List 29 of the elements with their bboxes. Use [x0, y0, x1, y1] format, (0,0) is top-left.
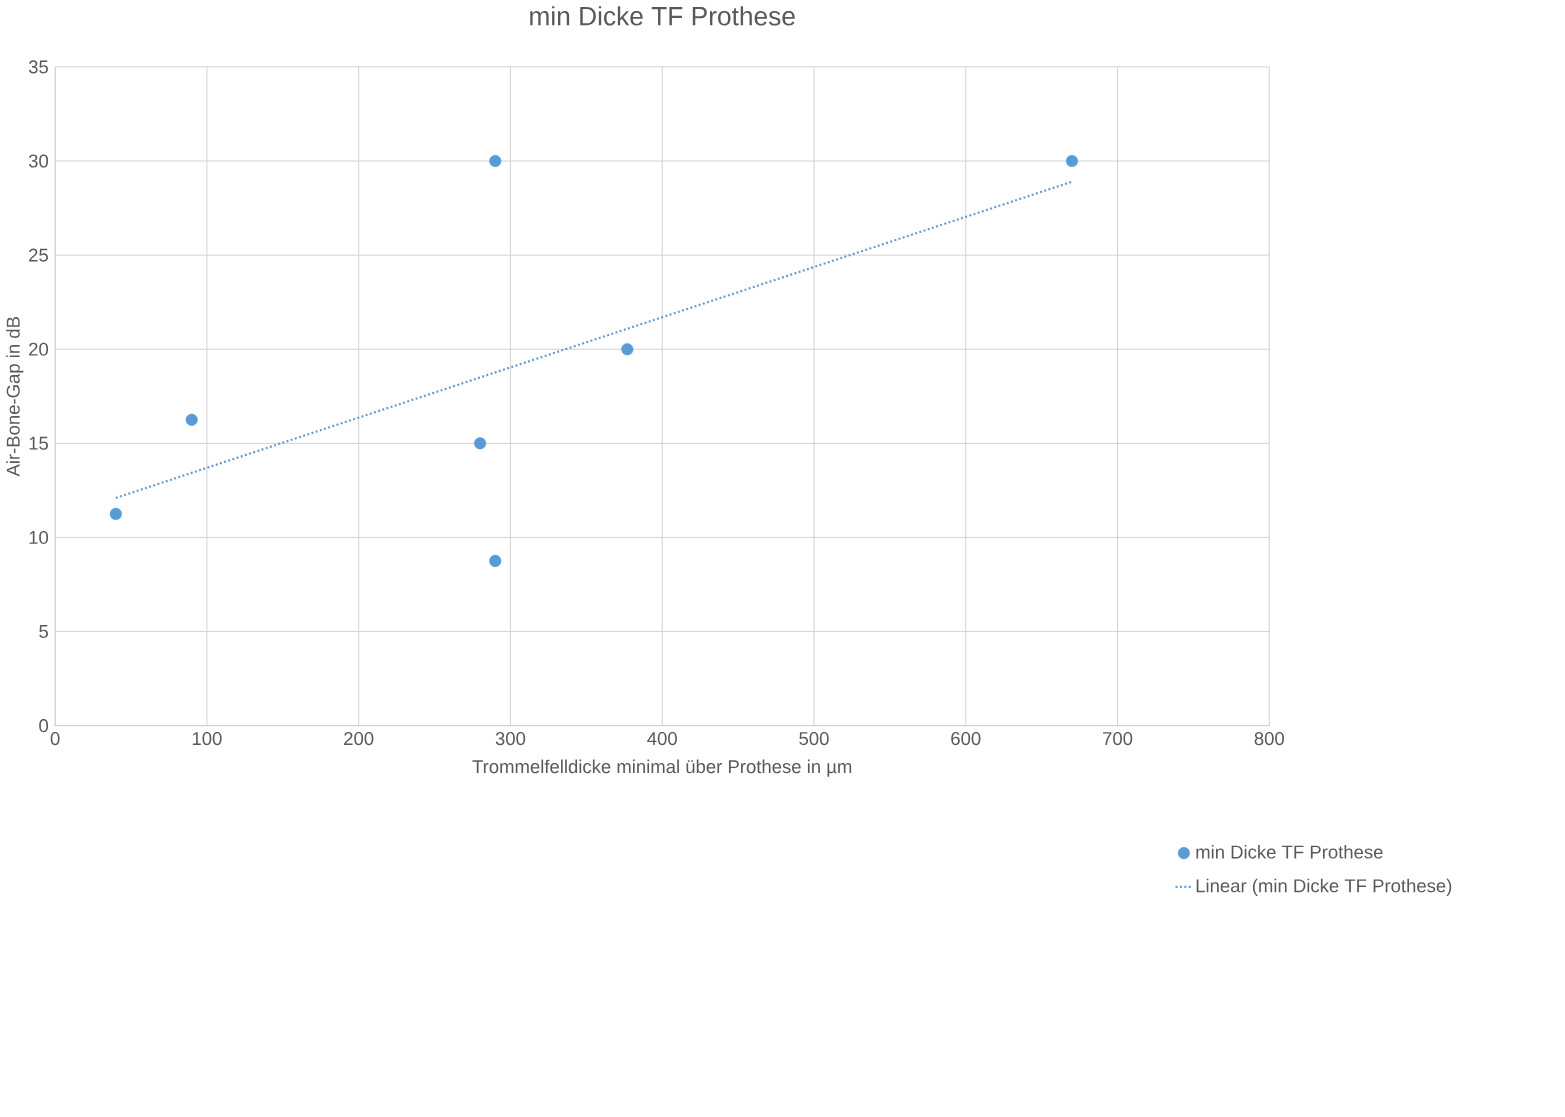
y-tick-label: 0: [39, 719, 49, 733]
y-tick-label: 35: [28, 60, 48, 74]
x-tick-label: 300: [495, 731, 526, 746]
x-axis-title: Trommelfelldicke minimal über Prothese in µm: [472, 759, 852, 777]
point: [489, 554, 502, 567]
x-tick-label: 0: [50, 731, 60, 746]
x-tick-label: 600: [951, 731, 981, 746]
x-tick-label: 800: [1254, 731, 1285, 746]
y-tick-label: 20: [29, 342, 49, 356]
x-tick-label: 200: [344, 731, 374, 746]
y-tick-label: 30: [28, 154, 49, 168]
y-tick-label: 15: [29, 436, 48, 450]
point: [185, 413, 198, 426]
legend-label: Linear (min Dicke TF Prothese): [1196, 878, 1452, 896]
y-tick-label: 5: [39, 625, 48, 638]
y-tick-label: 10: [29, 530, 49, 544]
point: [1065, 154, 1079, 167]
y-axis-title: Air-Bone-Gap in dB: [6, 316, 24, 477]
point: [474, 437, 487, 450]
point: [109, 507, 122, 520]
y-tick-label: 25: [29, 248, 48, 262]
point: [621, 343, 634, 356]
x-tick-label: 700: [1103, 731, 1133, 746]
x-tick-label: 100: [192, 731, 222, 746]
chart-title: min Dicke TF Prothese: [530, 6, 795, 26]
point: [489, 154, 502, 167]
x-tick-label: 500: [799, 731, 829, 746]
x-tick-label: 400: [647, 731, 677, 746]
legend-label: min Dicke TF Prothese: [1196, 844, 1383, 859]
